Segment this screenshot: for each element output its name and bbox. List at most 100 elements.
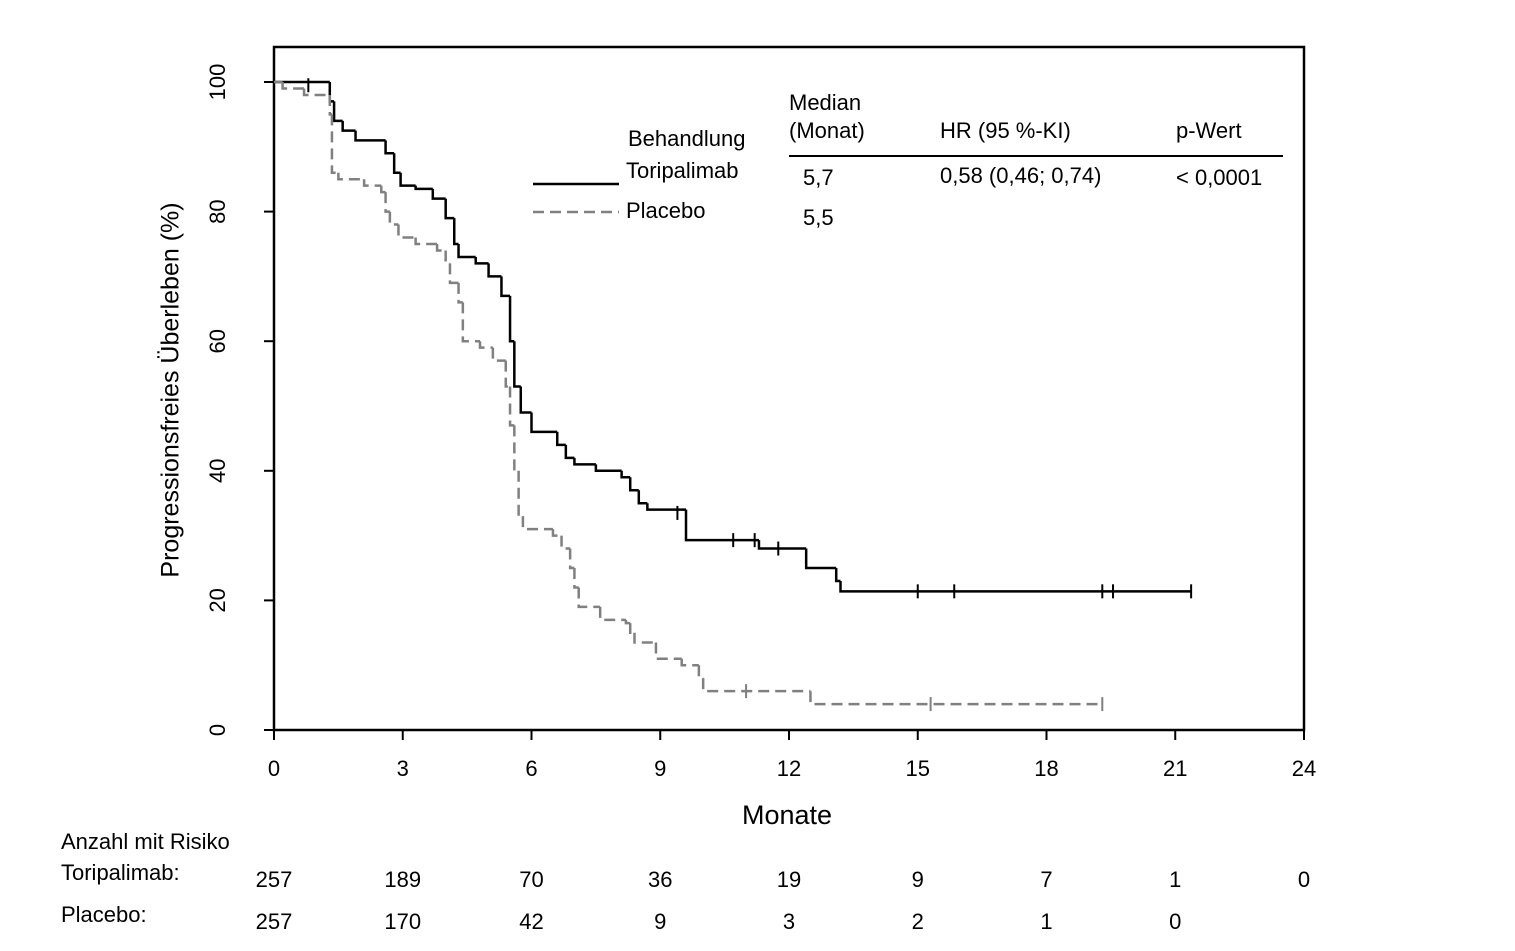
x-tick-label: 6: [525, 756, 537, 781]
survival-step: [487, 263, 502, 278]
risk-count: 170: [384, 909, 421, 934]
survival-step: [620, 470, 631, 479]
survival-step: [478, 341, 493, 349]
hr-header: HR (95 %-KI): [940, 118, 1071, 143]
survival-step: [637, 490, 648, 505]
survival-step: [568, 548, 575, 570]
p-header: p-Wert: [1176, 118, 1242, 143]
x-tick-label: 18: [1034, 756, 1058, 781]
p-value: < 0,0001: [1176, 165, 1262, 190]
hr-value: 0,58 (0,46; 0,74): [940, 163, 1101, 188]
survival-step: [628, 477, 639, 492]
survival-step: [474, 256, 489, 265]
survival-step: [680, 658, 699, 667]
y-tick-label: 0: [205, 724, 230, 736]
risk-count: 0: [1298, 867, 1310, 892]
risk-count: 7: [1040, 867, 1052, 892]
y-axis-label: Progressionsfreies Überleben (%): [157, 202, 185, 577]
survival-step: [573, 457, 596, 466]
survival-step: [521, 516, 553, 531]
risk-count: 70: [519, 867, 543, 892]
survival-step: [513, 425, 519, 473]
median-value: 5,5: [803, 205, 834, 230]
survival-step: [551, 529, 562, 537]
survival-step: [508, 295, 515, 343]
median-value: 5,7: [803, 165, 834, 190]
survival-step: [431, 188, 446, 200]
risk-count: 42: [519, 909, 543, 934]
risk-count: 257: [256, 867, 293, 892]
survival-step: [594, 464, 622, 473]
survival-step: [457, 282, 463, 304]
survival-step: [435, 243, 446, 252]
risk-count: 36: [648, 867, 672, 892]
median-header: Median: [789, 90, 861, 115]
survival-step: [513, 341, 521, 388]
survival-step: [330, 114, 339, 174]
x-tick-label: 12: [777, 756, 801, 781]
plot-frame: [272, 45, 1306, 732]
survival-step: [500, 276, 511, 298]
survival-step: [701, 678, 811, 693]
legend-title: Behandlung: [628, 126, 745, 151]
survival-step: [809, 691, 1103, 706]
survival-step: [697, 665, 704, 680]
survival-step: [328, 94, 332, 116]
y-tick-label: 20: [205, 588, 230, 612]
x-tick-label: 21: [1163, 756, 1187, 781]
survival-step: [384, 192, 390, 213]
survival-step: [508, 386, 515, 427]
x-tick-label: 24: [1292, 756, 1316, 781]
x-axis-label: Monate: [742, 800, 832, 830]
risk-count: 0: [1169, 909, 1181, 934]
survival-step: [556, 431, 566, 447]
x-tick-label: 0: [268, 756, 280, 781]
risk-count: 1: [1169, 867, 1181, 892]
survival-step: [388, 211, 399, 226]
survival-step: [399, 172, 416, 187]
survival-step: [457, 243, 476, 259]
survival-step: [414, 185, 433, 191]
survival-step: [633, 632, 656, 644]
risk-count: 3: [783, 909, 795, 934]
survival-step: [461, 302, 480, 343]
survival-step: [564, 444, 575, 460]
survival-step: [392, 153, 401, 174]
survival-step: [362, 179, 382, 187]
median-header: (Monat): [789, 118, 865, 143]
risk-count: 2: [912, 909, 924, 934]
risk-count: 19: [777, 867, 801, 892]
survival-step: [341, 120, 356, 132]
survival-step: [414, 237, 438, 246]
survival-step: [839, 580, 1192, 593]
x-tick-label: 3: [397, 756, 409, 781]
survival-step: [560, 535, 571, 550]
survival-step: [453, 218, 459, 246]
survival-step: [519, 386, 532, 414]
legend-label: Placebo: [626, 198, 706, 223]
survival-step: [491, 347, 506, 362]
survival-step: [530, 412, 558, 434]
survival-step: [834, 567, 841, 583]
survival-step: [302, 88, 330, 97]
survival-step: [384, 140, 395, 155]
survival-step: [646, 503, 686, 511]
risk-row-label: Placebo:: [61, 902, 147, 927]
survival-step: [757, 540, 807, 550]
survival-step: [577, 587, 601, 609]
survival-step: [624, 619, 631, 625]
survival-step: [448, 263, 459, 285]
survival-step: [504, 360, 511, 388]
survival-step: [444, 198, 455, 220]
survival-step: [444, 250, 450, 265]
x-tick-label: 15: [906, 756, 930, 781]
risk-title: Anzahl mit Risiko: [61, 829, 230, 854]
survival-step: [804, 548, 837, 570]
survival-step: [354, 130, 386, 142]
y-tick-label: 60: [205, 329, 230, 353]
risk-count: 9: [912, 867, 924, 892]
risk-count: 189: [384, 867, 421, 892]
risk-count: 257: [256, 909, 293, 934]
survival-step: [380, 185, 386, 194]
survival-step: [654, 642, 682, 660]
